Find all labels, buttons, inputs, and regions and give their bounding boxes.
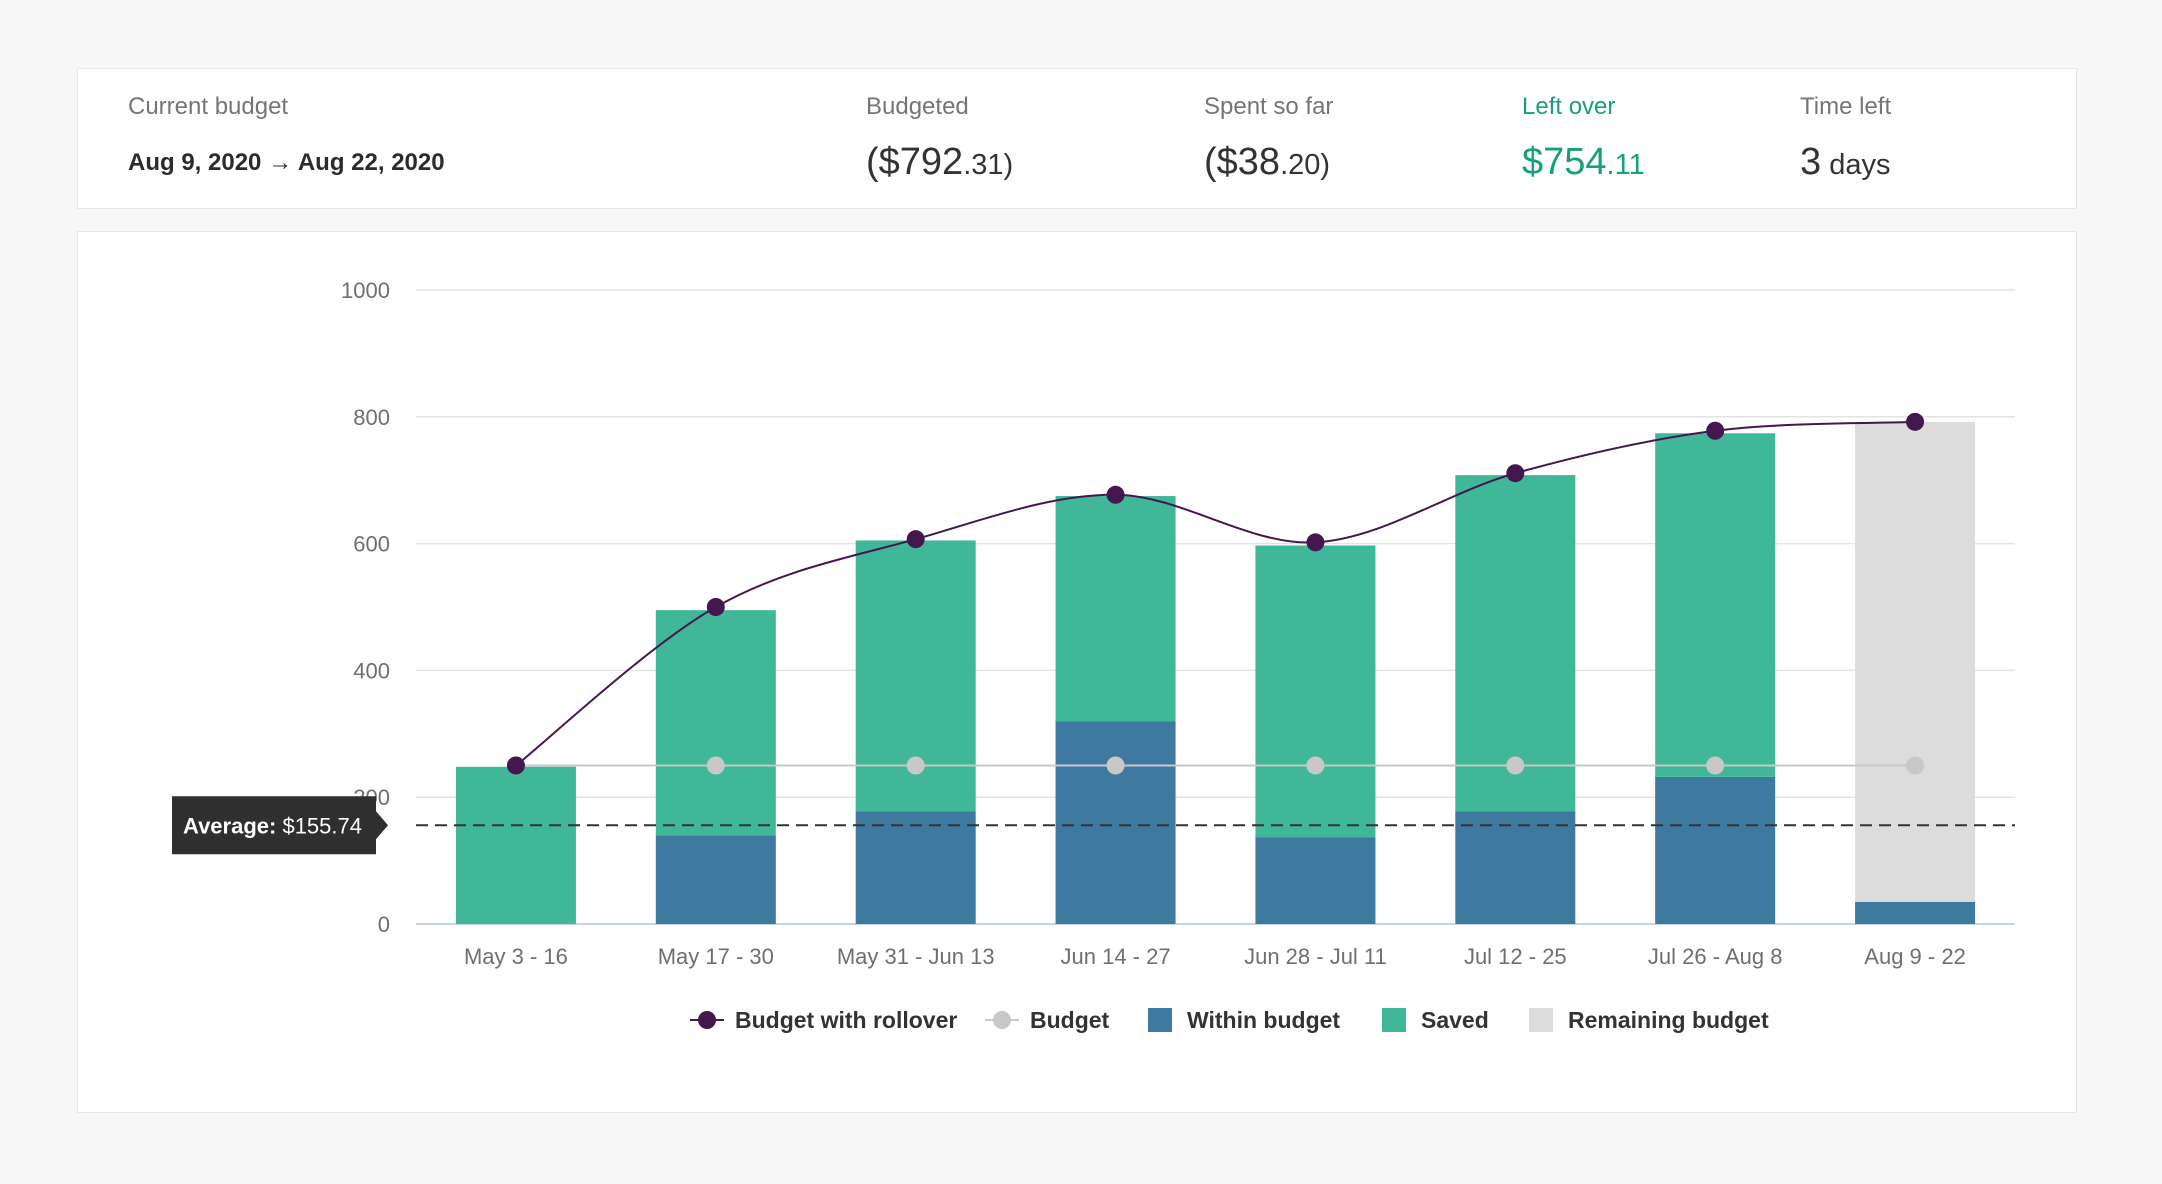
- x-tick-label: Aug 9 - 22: [1864, 944, 1966, 969]
- remaining-budget-bar[interactable]: [1855, 421, 1976, 902]
- y-tick-label: 600: [353, 532, 390, 557]
- spent-label: Spent so far: [1204, 93, 1334, 120]
- left-over-value-main: $754: [1522, 141, 1607, 183]
- legend-budget-marker-icon: [993, 1011, 1011, 1029]
- current-budget-range: Aug 9, 2020 → Aug 22, 2020: [128, 149, 445, 176]
- x-tick-label: Jul 12 - 25: [1464, 944, 1567, 969]
- saved-bar[interactable]: [1255, 545, 1376, 838]
- within-budget-bar[interactable]: [1855, 901, 1976, 924]
- budget-with-rollover-point[interactable]: [1506, 464, 1525, 483]
- legend-budget-with-rollover-marker-icon: [698, 1011, 716, 1029]
- left-over-value-cents: .11: [1606, 149, 1645, 181]
- within-budget-bar[interactable]: [1655, 776, 1776, 924]
- left-over-value: $754.11: [1522, 141, 1645, 184]
- left-over-stat: Left over $754.11: [1522, 93, 1645, 184]
- current-budget-stat: Current budget Aug 9, 2020 → Aug 22, 202…: [128, 93, 445, 177]
- budgeted-label: Budgeted: [866, 93, 969, 120]
- budget-with-rollover-point[interactable]: [1706, 421, 1725, 440]
- budget-with-rollover-point[interactable]: [506, 756, 525, 775]
- legend-within-budget-label: Within budget: [1187, 1007, 1340, 1033]
- within-budget-bar[interactable]: [855, 811, 976, 924]
- spent-stat: Spent so far ($38.20): [1204, 93, 1333, 184]
- budgeted-value-main: ($792: [866, 141, 964, 183]
- saved-bar[interactable]: [455, 766, 576, 924]
- saved-bar[interactable]: [1055, 496, 1176, 722]
- budget-point[interactable]: [1306, 756, 1325, 775]
- saved-bar[interactable]: [1455, 475, 1576, 812]
- x-tick-label: Jun 28 - Jul 11: [1244, 944, 1387, 969]
- budgeted-value-cents: .31): [963, 149, 1014, 181]
- x-tick-label: Jul 26 - Aug 8: [1648, 944, 1783, 969]
- y-tick-label: 1000: [341, 278, 390, 303]
- budget-with-rollover-point[interactable]: [1306, 533, 1325, 552]
- budget-point[interactable]: [1106, 756, 1125, 775]
- legend-remaining-budget-label: Remaining budget: [1568, 1007, 1769, 1033]
- y-tick-label: 800: [353, 405, 390, 430]
- budget-point[interactable]: [906, 756, 925, 775]
- average-tooltip-text: Average: $155.74: [183, 813, 362, 838]
- current-budget-label: Current budget: [128, 93, 289, 120]
- time-left-label: Time left: [1800, 93, 1892, 120]
- y-tick-label: 0: [378, 912, 390, 937]
- time-left-value: 3 days: [1800, 141, 1891, 184]
- time-left-stat: Time left 3 days: [1800, 93, 1891, 184]
- saved-bar[interactable]: [1655, 433, 1776, 777]
- y-tick-label: 400: [353, 658, 390, 683]
- within-budget-bar[interactable]: [1455, 811, 1576, 924]
- legend-within-budget-swatch-icon: [1148, 1008, 1172, 1032]
- budget-with-rollover-point[interactable]: [906, 530, 925, 549]
- budget-point[interactable]: [1706, 756, 1725, 775]
- time-left-value-unit: days: [1821, 149, 1891, 181]
- budget-point[interactable]: [706, 756, 725, 775]
- legend-remaining-budget-swatch-icon: [1529, 1008, 1553, 1032]
- left-over-label: Left over: [1522, 93, 1616, 120]
- budget-summary: Current budget Aug 9, 2020 → Aug 22, 202…: [77, 68, 2077, 209]
- budget-point[interactable]: [1906, 756, 1925, 775]
- budget-point[interactable]: [1506, 756, 1525, 775]
- budgeted-value: ($792.31): [866, 141, 1013, 184]
- spent-value-cents: .20): [1280, 149, 1331, 181]
- saved-bar[interactable]: [655, 610, 776, 836]
- budgeted-stat: Budgeted ($792.31): [866, 93, 1013, 184]
- average-tooltip-value: $155.74: [282, 813, 362, 838]
- legend-budget-label: Budget: [1030, 1007, 1110, 1033]
- time-left-value-main: 3: [1800, 141, 1822, 183]
- within-budget-bar[interactable]: [1055, 721, 1176, 924]
- x-tick-label: Jun 14 - 27: [1061, 944, 1171, 969]
- spent-value-main: ($38: [1204, 141, 1281, 183]
- legend-saved-label: Saved: [1421, 1007, 1489, 1033]
- budget-with-rollover-point[interactable]: [706, 598, 725, 616]
- legend-budget-with-rollover-label: Budget with rollover: [735, 1007, 957, 1033]
- budget-with-rollover-point[interactable]: [1106, 485, 1125, 504]
- x-tick-label: May 17 - 30: [658, 944, 774, 969]
- average-tooltip: [172, 796, 388, 855]
- budget-with-rollover-point[interactable]: [1906, 412, 1925, 431]
- within-budget-bar[interactable]: [655, 835, 776, 924]
- average-tooltip-label: Average:: [183, 813, 282, 838]
- x-tick-label: May 3 - 16: [464, 944, 568, 969]
- spent-value: ($38.20): [1204, 141, 1333, 184]
- legend-saved-swatch-icon: [1382, 1008, 1406, 1032]
- within-budget-bar[interactable]: [1255, 837, 1376, 924]
- x-tick-label: May 31 - Jun 13: [837, 944, 995, 969]
